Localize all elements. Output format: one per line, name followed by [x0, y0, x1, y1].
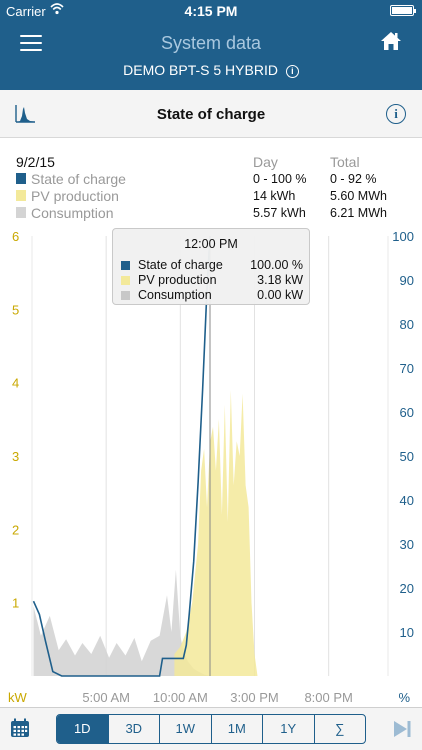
- y-right-tick-label: 80: [400, 317, 414, 332]
- chart-type-icon[interactable]: [14, 104, 36, 124]
- tooltip-row-state-of-charge: State of charge 100.00 %: [121, 258, 305, 273]
- consumption-area: [33, 569, 210, 676]
- legend-label: Consumption: [31, 205, 114, 221]
- y-right-tick-label: 50: [400, 449, 414, 464]
- tooltip-label: Consumption: [138, 288, 212, 302]
- calendar-icon[interactable]: [10, 718, 30, 738]
- legend-total-value: 6.21 MWh: [330, 206, 387, 220]
- clock: 4:15 PM: [184, 3, 238, 19]
- y-right-tick-label: 60: [400, 405, 414, 420]
- period-1y-button[interactable]: 1Y: [263, 715, 315, 743]
- top-bar: Carrier 4:15 PM System data DEMO BPT-S 5…: [0, 0, 422, 90]
- period-1m-button[interactable]: 1M: [212, 715, 263, 743]
- legend-swatch: [16, 173, 26, 184]
- menu-icon: [20, 35, 42, 37]
- y-right-tick-label: 40: [400, 493, 414, 508]
- device-name: DEMO BPT-S 5 HYBRID: [123, 62, 278, 78]
- y-right-tick-label: 100: [392, 229, 414, 244]
- bottom-toolbar: 1D 3D 1W 1M 1Y ∑: [0, 707, 422, 750]
- carrier-label: Carrier: [6, 4, 46, 19]
- tooltip-time: 12:00 PM: [184, 237, 238, 251]
- tooltip-label: State of charge: [138, 258, 223, 272]
- y-left-tick-label: 3: [12, 449, 19, 464]
- y-left-tick-label: 4: [12, 376, 19, 391]
- y-right-tick-label: 20: [400, 581, 414, 596]
- menu-button[interactable]: [20, 35, 42, 51]
- tooltip-swatch: [121, 261, 130, 270]
- tooltip-swatch: [121, 276, 130, 285]
- column-header-day: Day: [253, 154, 278, 170]
- pv-production-area: [174, 390, 258, 676]
- legend-swatch: [16, 190, 26, 201]
- device-info-icon[interactable]: i: [285, 65, 299, 78]
- y-right-tick-label: 90: [400, 273, 414, 288]
- tooltip-swatch: [121, 291, 130, 300]
- period-3d-button[interactable]: 3D: [109, 715, 160, 743]
- status-bar: Carrier 4:15 PM: [0, 0, 422, 22]
- chart-title: State of charge: [156, 106, 266, 123]
- menu-icon: [20, 49, 42, 51]
- tooltip-value: 100.00 %: [250, 258, 303, 272]
- device-selector[interactable]: DEMO BPT-S 5 HYBRID i: [0, 62, 422, 88]
- y-left-tick-label: 5: [12, 302, 19, 317]
- y-left-tick-label: 1: [12, 596, 19, 611]
- legend-day-value: 5.57 kWh: [253, 206, 306, 220]
- tooltip-row-consumption: Consumption 0.00 kW: [121, 288, 305, 303]
- tooltip-label: PV production: [138, 273, 217, 287]
- legend-swatch: [16, 207, 26, 218]
- chart-plot[interactable]: 1 2 3 4 5 6 10 20 30 40 50 60 70 80 90 100 5:00 AM 10:00 …: [0, 226, 422, 708]
- x-tick-label: 5:00 AM: [82, 690, 130, 705]
- summary-panel: 9/2/15 Day Total State of charge 0 - 100…: [0, 150, 422, 224]
- menu-icon: [20, 42, 42, 44]
- y-right-tick-label: 30: [400, 537, 414, 552]
- skip-forward-icon[interactable]: [392, 719, 412, 739]
- tooltip-value: 3.18 kW: [257, 273, 303, 287]
- period-1d-button[interactable]: 1D: [57, 715, 109, 743]
- battery-icon: [390, 5, 416, 16]
- x-tick-label: 8:00 PM: [304, 690, 352, 705]
- legend-day-value: 14 kWh: [253, 189, 296, 203]
- legend-label: PV production: [31, 188, 119, 204]
- period-sum-button[interactable]: ∑: [335, 721, 345, 736]
- x-tick-label: 10:00 AM: [153, 690, 208, 705]
- column-header-total: Total: [330, 154, 360, 170]
- y-left-unit-label: kW: [8, 690, 28, 705]
- summary-date: 9/2/15: [16, 154, 55, 170]
- wifi-icon: [50, 3, 64, 15]
- period-1w-button[interactable]: 1W: [160, 715, 212, 743]
- page-title: System data: [160, 33, 262, 53]
- period-segmented-control: 1D 3D 1W 1M 1Y ∑: [56, 714, 366, 744]
- legend-label: State of charge: [31, 171, 126, 187]
- y-left-tick-label: 6: [12, 229, 19, 244]
- tooltip-row-pv-production: PV production 3.18 kW: [121, 273, 305, 288]
- state-of-charge-line: [32, 235, 211, 677]
- info-icon[interactable]: i: [386, 104, 406, 124]
- y-left-tick-label: 2: [12, 522, 19, 537]
- y-right-tick-label: 10: [400, 625, 414, 640]
- tooltip-value: 0.00 kW: [257, 288, 303, 302]
- home-icon[interactable]: [380, 30, 402, 52]
- legend-row-consumption[interactable]: Consumption 5.57 kWh 6.21 MWh: [16, 205, 416, 221]
- legend-total-value: 5.60 MWh: [330, 189, 387, 203]
- y-right-unit-label: %: [398, 690, 410, 705]
- legend-row-pv-production[interactable]: PV production 14 kWh 5.60 MWh: [16, 188, 416, 204]
- chart-tooltip: 12:00 PM State of charge 100.00 % PV pro…: [112, 228, 310, 305]
- x-tick-label: 3:00 PM: [230, 690, 278, 705]
- y-right-tick-label: 70: [400, 361, 414, 376]
- legend-row-state-of-charge[interactable]: State of charge 0 - 100 % 0 - 92 %: [16, 171, 416, 187]
- legend-day-value: 0 - 100 %: [253, 172, 307, 186]
- chart-header: State of charge i: [0, 90, 422, 138]
- legend-total-value: 0 - 92 %: [330, 172, 377, 186]
- nav-bar: System data: [0, 22, 422, 62]
